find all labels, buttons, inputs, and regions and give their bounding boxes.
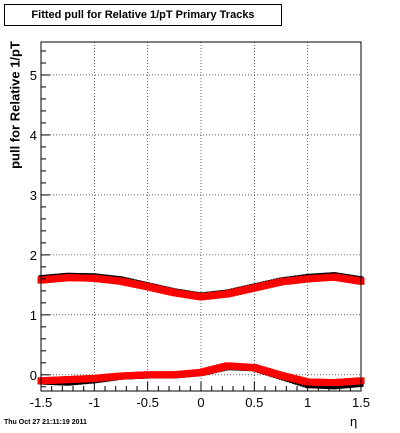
x-tick-label: 0 [197, 395, 204, 410]
timestamp: Thu Oct 27 21:11:19 2011 [4, 419, 87, 426]
data-point [342, 383, 348, 389]
x-tick-label: 0.5 [245, 395, 263, 410]
data-point [307, 383, 313, 389]
data-series-3 [37, 362, 365, 387]
y-axis-label: pull for Relative 1/pT [7, 41, 23, 169]
x-tick-label: 1 [304, 395, 311, 410]
data-point [334, 384, 340, 390]
data-point [323, 383, 329, 389]
y-tick-label: 4 [30, 128, 37, 143]
x-tick-label: -0.5 [136, 395, 158, 410]
data-point [331, 384, 337, 390]
data-point [329, 384, 335, 390]
data-point [339, 383, 345, 389]
x-axis-label: η [350, 414, 358, 429]
data-point [310, 383, 316, 389]
tick-labels: -1.5 -1 -0.5 0 0.5 1 1.5 0 1 2 3 4 5 [30, 68, 370, 410]
data-point [313, 383, 319, 389]
data-point [318, 383, 324, 389]
data-series-1 [37, 273, 365, 301]
data-series [37, 272, 365, 390]
x-tick-label: -1.5 [30, 395, 52, 410]
data-point [321, 383, 327, 389]
data-point [347, 382, 353, 388]
data-point [353, 382, 359, 388]
chart-title: Fitted pull for Relative 1/pT Primary Tr… [4, 4, 282, 26]
y-tick-label: 5 [30, 68, 37, 83]
y-tick-label: 2 [30, 248, 37, 263]
data-point [345, 383, 351, 389]
x-tick-label: -1 [89, 395, 101, 410]
y-tick-label: 1 [30, 308, 37, 323]
axis-ticks [40, 50, 362, 391]
y-tick-label: 0 [30, 368, 37, 383]
y-tick-label: 3 [30, 188, 37, 203]
data-point [350, 382, 356, 388]
x-tick-label: 1.5 [352, 395, 370, 410]
grid-lines [40, 42, 362, 391]
